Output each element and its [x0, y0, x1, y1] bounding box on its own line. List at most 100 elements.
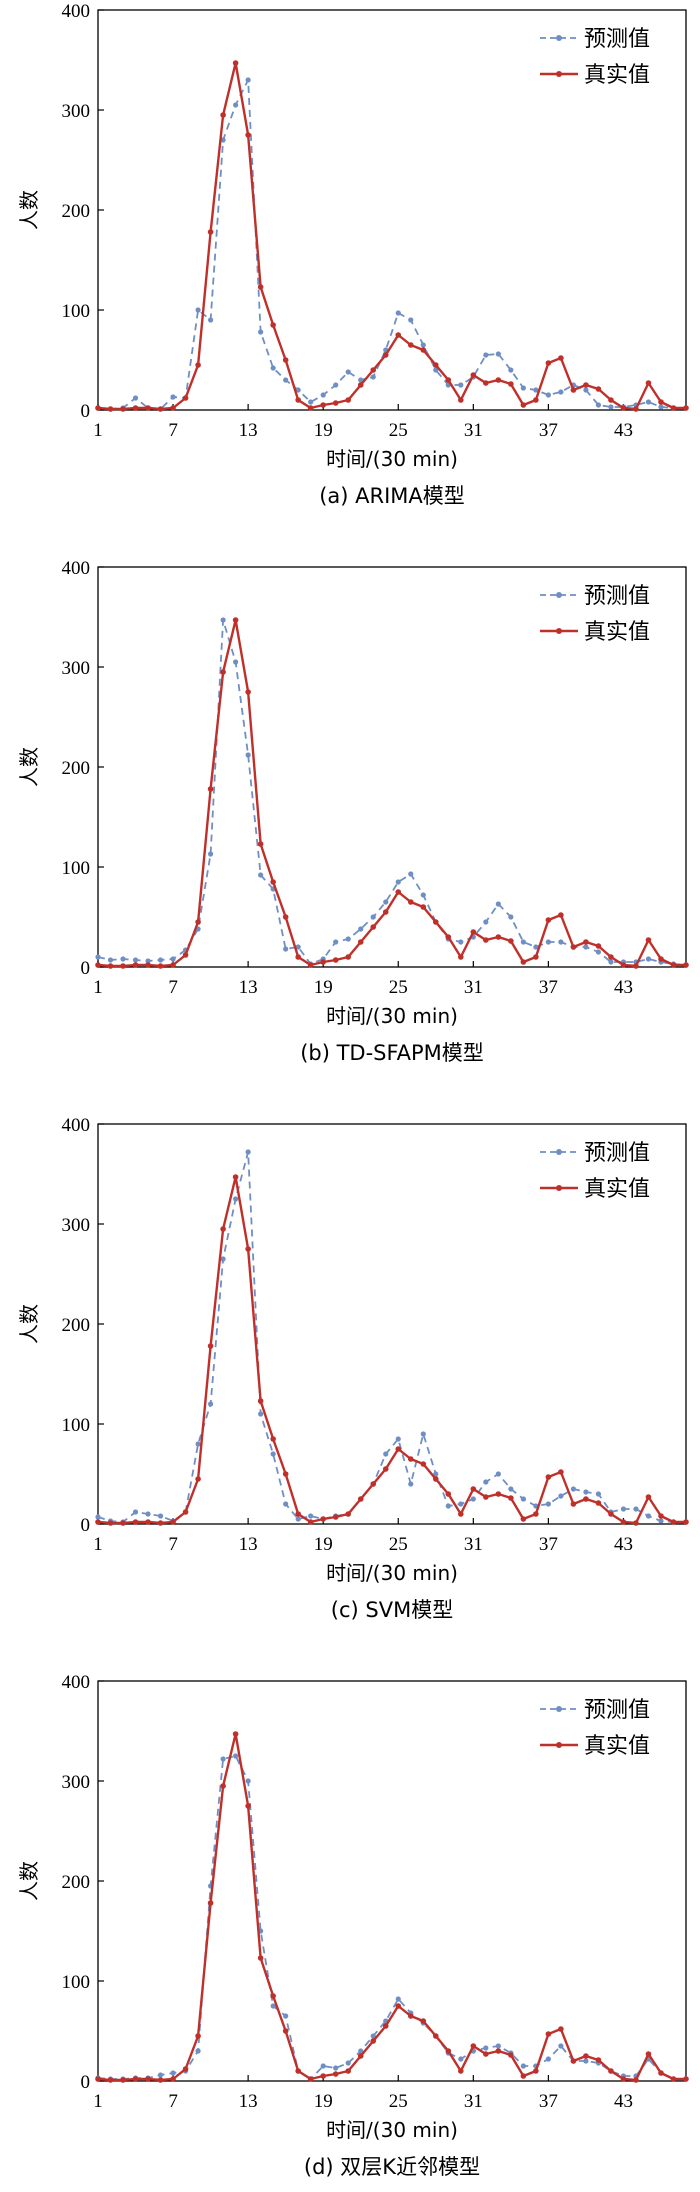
actual-point [558, 1469, 564, 1475]
actual-point [370, 2038, 377, 2044]
predicted-point [220, 1756, 226, 1762]
legend-marker-actual [556, 628, 562, 634]
predicted-point [195, 1441, 201, 1447]
actual-point [232, 60, 239, 66]
x-tick-label: 19 [314, 2091, 333, 2112]
predicted-point [483, 352, 489, 358]
predicted-point [95, 1514, 101, 1520]
x-tick-label: 31 [464, 977, 483, 998]
actual-point [445, 1491, 452, 1497]
x-tick-label: 7 [168, 977, 178, 998]
predicted-point [220, 1256, 226, 1262]
x-tick-label: 43 [614, 420, 633, 441]
actual-series [97, 61, 686, 411]
actual-point [232, 617, 239, 623]
legend-label-actual: 真实值 [584, 1734, 650, 1759]
predicted-point [520, 385, 526, 391]
predicted-point [295, 1516, 301, 1522]
actual-point [295, 397, 301, 403]
predicted-point [308, 1513, 314, 1519]
panel-caption: (a) ARIMA模型 [319, 484, 465, 508]
predicted-point [258, 1411, 264, 1417]
actual-point [157, 406, 164, 412]
actual-point [658, 399, 664, 405]
predicted-point [583, 1489, 589, 1495]
actual-point [95, 2076, 101, 2082]
predicted-point [120, 956, 126, 962]
predicted-point [220, 617, 226, 623]
actual-point [282, 357, 289, 363]
y-tick-label: 300 [62, 101, 91, 122]
actual-point [207, 1343, 214, 1349]
predicted-point [107, 957, 114, 963]
actual-point [270, 322, 276, 328]
actual-point [382, 909, 389, 915]
x-tick-label: 7 [168, 420, 178, 441]
actual-point [132, 2076, 139, 2082]
y-tick-label: 300 [62, 1215, 91, 1236]
actual-point [132, 405, 139, 411]
legend-label-actual: 真实值 [584, 1177, 650, 1202]
actual-point [645, 380, 652, 386]
actual-point [357, 1496, 364, 1502]
actual-point [295, 2068, 301, 2074]
y-tick-label: 300 [62, 1772, 91, 1793]
actual-point [220, 112, 226, 118]
predicted-point [420, 892, 426, 898]
y-tick-label: 200 [62, 201, 91, 222]
actual-point [658, 2070, 664, 2076]
predicted-point [558, 2043, 564, 2049]
predicted-point [370, 374, 376, 380]
predicted-point [195, 307, 201, 313]
actual-point [332, 1514, 339, 1520]
predicted-point [545, 939, 551, 945]
actual-point [257, 1398, 264, 1404]
actual-point [157, 2077, 164, 2083]
actual-point [382, 1466, 389, 1472]
actual-point [295, 954, 301, 960]
predicted-point [270, 1451, 276, 1457]
predicted-point [283, 946, 289, 952]
actual-point [432, 362, 439, 368]
actual-point [145, 405, 151, 411]
actual-point [395, 1446, 402, 1452]
predicted-point [383, 1451, 389, 1457]
predicted-point [345, 369, 351, 375]
predicted-point [408, 317, 414, 323]
actual-point [470, 2043, 477, 2049]
actual-series [97, 1732, 686, 2082]
actual-point [420, 347, 427, 353]
panel-caption: (b) TD-SFAPM模型 [300, 1041, 484, 1065]
actual-point [483, 1494, 489, 1500]
x-tick-label: 31 [464, 2091, 483, 2112]
actual-point [683, 405, 689, 411]
predicted-point [157, 957, 164, 963]
predicted-point [620, 1506, 627, 1512]
actual-point [157, 963, 164, 969]
predicted-point [608, 959, 614, 965]
predicted-point [358, 2048, 364, 2054]
actual-point [270, 879, 276, 885]
x-tick-label: 25 [389, 1534, 408, 1555]
actual-point [570, 387, 577, 393]
predicted-point [658, 1518, 664, 1524]
actual-point [658, 1513, 664, 1519]
predicted-point [608, 404, 614, 410]
x-tick-label: 19 [314, 420, 333, 441]
predicted-point [207, 1401, 214, 1407]
actual-point [495, 377, 502, 383]
actual-point [683, 1519, 689, 1525]
actual-point [345, 2068, 352, 2074]
actual-point [520, 1516, 527, 1522]
actual-point [295, 1511, 301, 1517]
actual-point [382, 2023, 389, 2029]
predicted-point [595, 402, 602, 408]
predicted-series [97, 79, 686, 410]
actual-point [583, 382, 589, 388]
predicted-point [233, 1753, 239, 1759]
predicted-point [258, 329, 264, 335]
predicted-point [483, 919, 489, 925]
actual-point [320, 2073, 326, 2079]
actual-point [670, 405, 677, 411]
y-axis-label: 人数 [17, 1304, 41, 1344]
